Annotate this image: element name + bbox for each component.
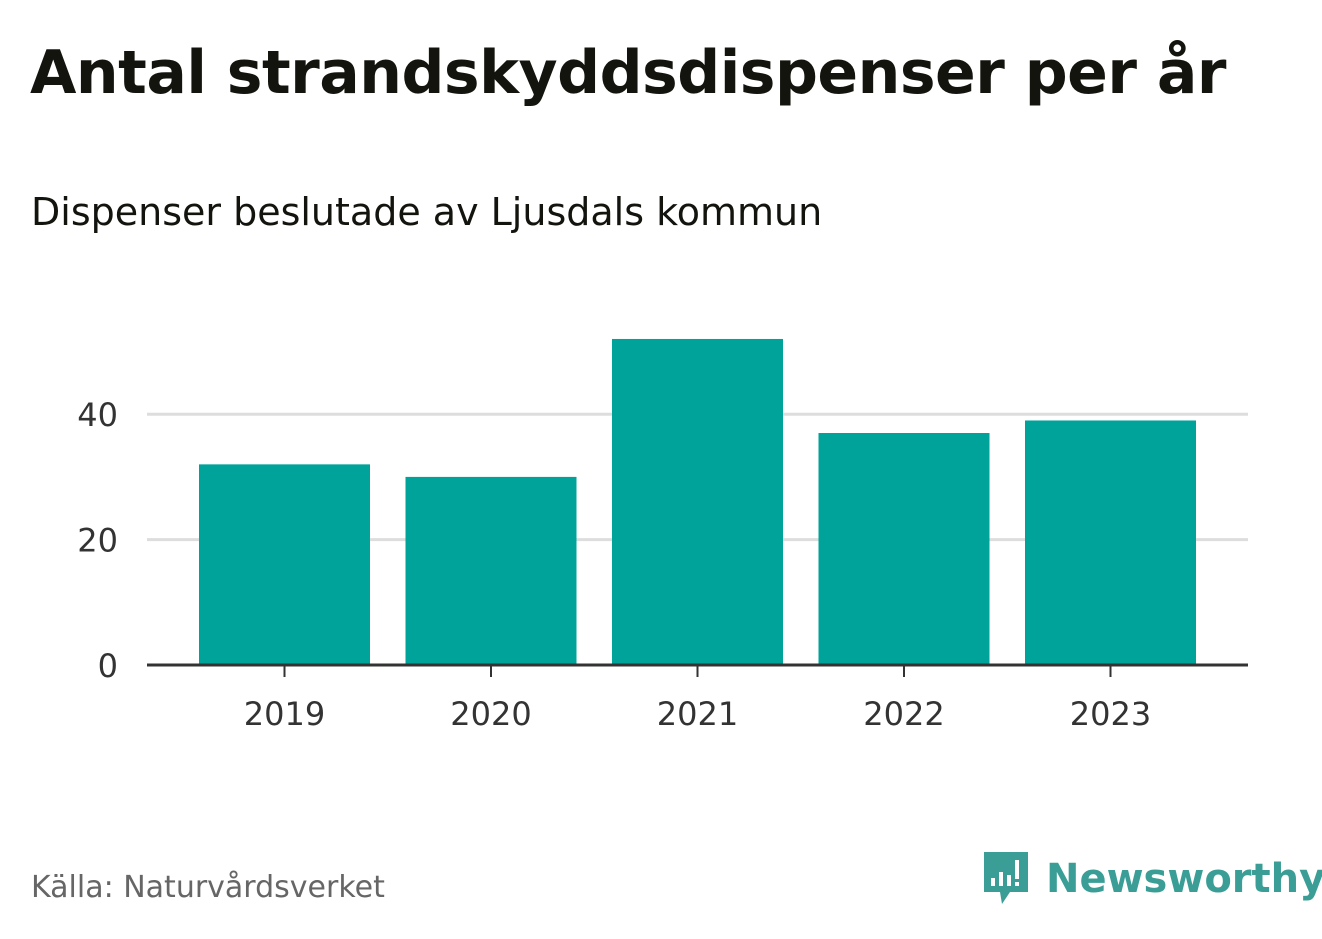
bar-2022 [818, 433, 990, 665]
x-tick-label-2022: 2022 [863, 695, 944, 733]
newsworthy-logo: Newsworthy [980, 848, 1322, 910]
x-tick-label-2021: 2021 [657, 695, 738, 733]
x-tick-label-2023: 2023 [1070, 695, 1151, 733]
bar-2019 [199, 464, 370, 665]
source-note: Källa: Naturvårdsverket [31, 870, 385, 905]
bar-2023 [1025, 420, 1196, 665]
y-tick-label-20: 20 [77, 522, 118, 560]
y-tick-label-0: 0 [98, 647, 118, 685]
x-tick-label-2019: 2019 [244, 695, 325, 733]
newsworthy-logo-icon [984, 852, 1028, 904]
x-tick-label-2020: 2020 [450, 695, 531, 733]
chart-title: Antal strandskyddsdispenser per år [30, 38, 1226, 108]
chart-subtitle: Dispenser beslutade av Ljusdals kommun [31, 190, 823, 234]
bar-2021 [612, 338, 783, 665]
y-tick-label-40: 40 [77, 396, 118, 434]
bar-2020 [405, 476, 577, 665]
brand-name: Newsworthy [1046, 856, 1322, 902]
